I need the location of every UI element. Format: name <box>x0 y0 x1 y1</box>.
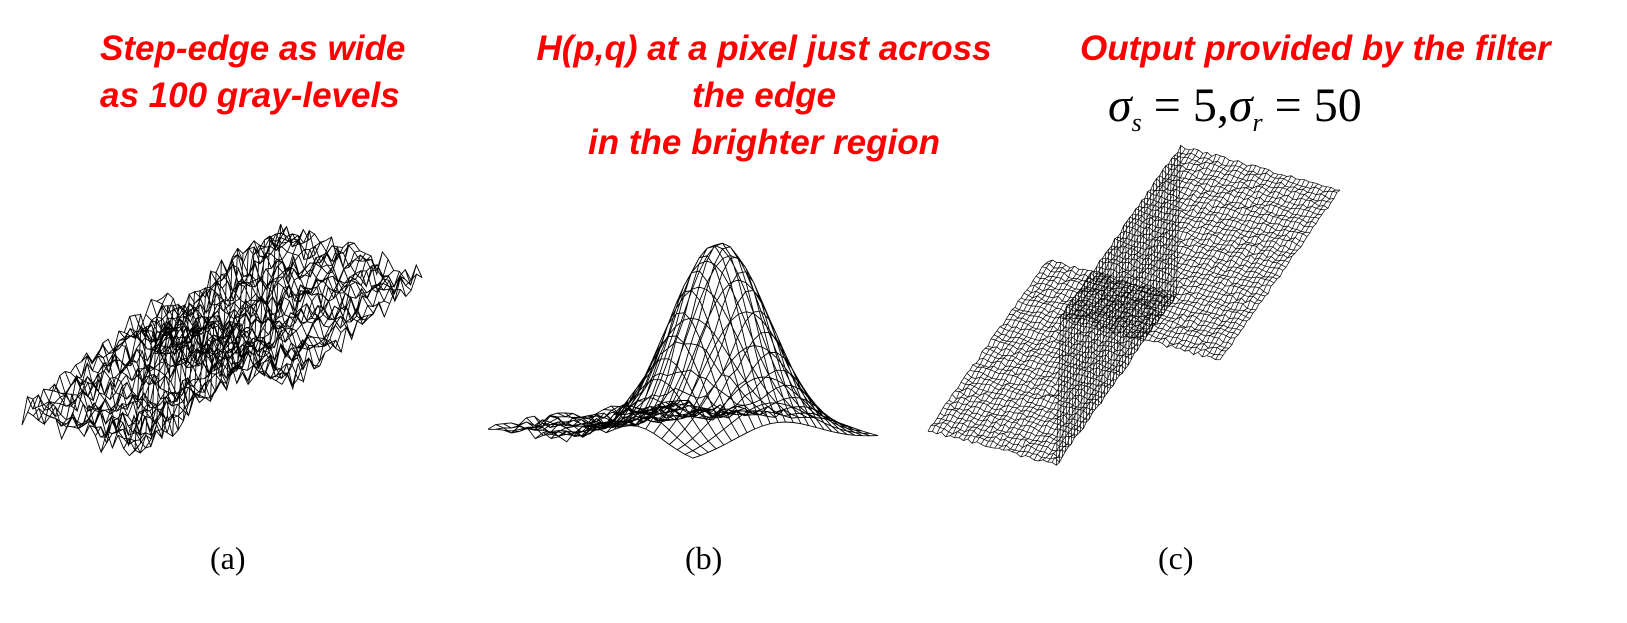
title-step-edge: Step-edge as wide as 100 gray-levels <box>100 25 405 119</box>
title-hpq-line2: the edge <box>692 76 836 115</box>
title-hpq-line3: in the brighter region <box>588 123 940 162</box>
sigma-formula: σs = 5,σr = 50 <box>1108 78 1362 138</box>
caption-b: (b) <box>685 540 723 576</box>
sigma-s-value: 5, <box>1192 79 1229 132</box>
surface-plot-c <box>927 144 1341 466</box>
sigma-r-subscript: r <box>1252 108 1263 137</box>
sigma-r-value: 50 <box>1313 79 1362 132</box>
title-hpq-line1: H(p,q) at a pixel just across <box>536 29 992 68</box>
filtered-step-edge-mesh <box>927 144 1341 466</box>
title-filter-output: Output provided by the filter <box>1080 29 1551 68</box>
weight-bump-mesh <box>487 242 879 459</box>
noisy-step-edge-mesh <box>21 223 423 457</box>
equals-sign-1: = <box>1153 79 1181 132</box>
surface-plot-a <box>21 223 423 457</box>
sigma-s-symbol: σ <box>1108 79 1132 132</box>
equals-sign-2: = <box>1274 79 1302 132</box>
caption-c: (c) <box>1158 540 1194 576</box>
sigma-r-symbol: σ <box>1228 79 1253 132</box>
title-hpq: H(p,q) at a pixel just across the edge i… <box>496 25 1032 166</box>
surface-plot-b <box>487 242 879 459</box>
sigma-s-subscript: s <box>1131 108 1142 137</box>
title-step-edge-line2: as 100 gray-levels <box>100 76 400 115</box>
title-step-edge-line1: Step-edge as wide <box>100 29 406 68</box>
caption-a: (a) <box>210 540 246 576</box>
